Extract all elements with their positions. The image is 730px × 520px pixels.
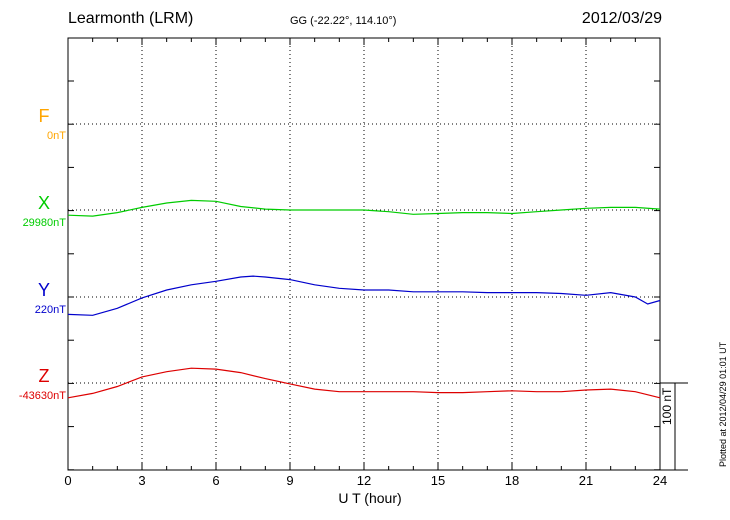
plotted-timestamp: Plotted at 2012/04/29 01:01 UT: [718, 341, 728, 467]
channel-z-label: Z: [38, 366, 50, 386]
channel-f-baseline: 0nT: [47, 130, 66, 142]
series-line-x: [67, 199, 661, 217]
x-axis-label: U T (hour): [338, 490, 402, 506]
channel-z-baseline: -43630nT: [18, 390, 66, 402]
channel-x-label: X: [37, 193, 50, 213]
x-tick-label: 3: [138, 473, 146, 488]
channel-y-baseline: 220nT: [34, 304, 66, 316]
series-line-z: [67, 367, 661, 399]
channel-f-label: F: [38, 106, 50, 126]
x-tick-label: 0: [64, 473, 72, 488]
plot-date: 2012/03/29: [581, 10, 662, 27]
series-line-y: [67, 275, 661, 316]
channel-x-baseline: 29980nT: [22, 217, 66, 229]
x-tick-label: 6: [212, 473, 220, 488]
station-title: Learmonth (LRM): [68, 10, 194, 27]
station-coordinates: GG (-22.22°, 114.10°): [290, 15, 397, 27]
x-tick-label: 15: [430, 473, 446, 488]
x-tick-label: 24: [652, 473, 668, 488]
x-tick-label: 18: [504, 473, 520, 488]
grid: [68, 38, 660, 470]
axis-ticks: [67, 38, 661, 471]
x-tick-label: 12: [356, 473, 372, 488]
scale-bar-label: 100 nT: [660, 387, 674, 425]
series-group: [67, 199, 661, 399]
scale-bar: [660, 382, 688, 471]
channel-y-label: Y: [37, 280, 50, 300]
x-tick-label: 21: [578, 473, 594, 488]
x-tick-label: 9: [286, 473, 294, 488]
